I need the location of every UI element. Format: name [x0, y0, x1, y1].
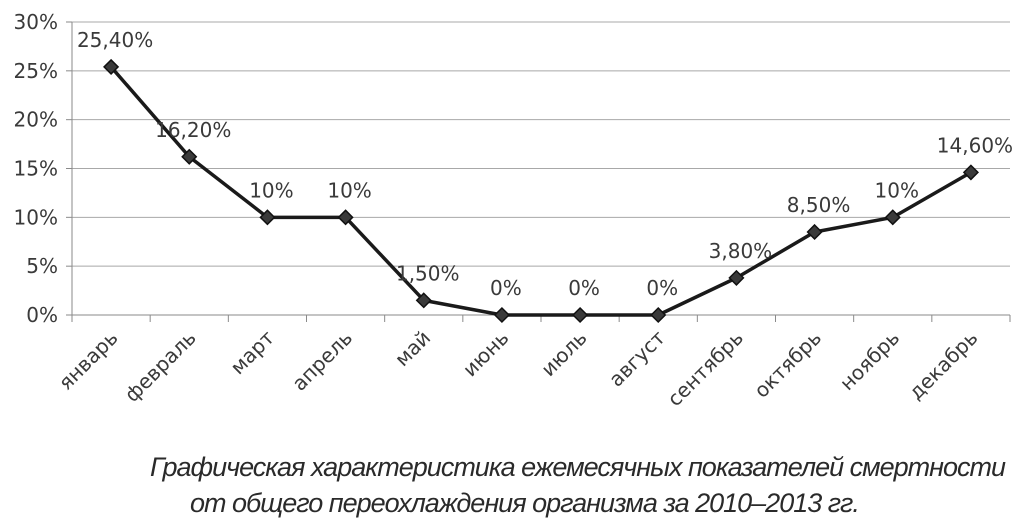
data-label: 10%: [327, 178, 371, 202]
data-point: [728, 269, 745, 286]
data-label: 0%: [646, 276, 678, 300]
y-tick-label: 25%: [14, 59, 58, 83]
y-tick-label: 10%: [14, 205, 58, 229]
data-point: [572, 306, 589, 324]
y-tick-label: 5%: [26, 254, 58, 278]
x-tick-label: февраль: [120, 326, 201, 407]
gridlines: [72, 21, 1010, 267]
x-tick-label: декабрь: [904, 326, 983, 405]
data-point: [806, 223, 823, 241]
data-labels: 25,40% 16,20% 10% 10% 1,50% 0% 0% 0% 3,80% 8,50% 1…: [77, 28, 1013, 300]
series-line: [109, 65, 972, 317]
x-tick-label: май: [390, 326, 435, 371]
series-polyline: [109, 65, 972, 317]
data-point: [337, 209, 354, 226]
data-point: [259, 209, 276, 226]
x-tick-label: август: [604, 325, 670, 391]
data-label: 14,60%: [937, 133, 1013, 157]
x-tick-label: январь: [54, 326, 123, 395]
data-point: [493, 306, 510, 324]
data-label: 3,80%: [709, 239, 773, 263]
y-axis-ticks: 0% 5% 10% 15% 20% 25% 30%: [14, 10, 58, 327]
data-label: 10%: [249, 178, 293, 202]
data-label: 10%: [875, 178, 919, 202]
data-point: [962, 164, 979, 181]
data-label: 25,40%: [77, 28, 153, 52]
x-tick-label: март: [225, 325, 279, 379]
data-label: 8,50%: [787, 193, 851, 217]
x-tick-label: апрель: [287, 326, 357, 396]
x-tick-label: октябрь: [749, 326, 826, 403]
caption-line-2: от общего переохлаждения организма за 20…: [190, 488, 860, 518]
y-tick-label: 15%: [14, 157, 58, 181]
data-label: 0%: [490, 276, 522, 300]
data-label: 16,20%: [155, 118, 231, 142]
x-tick-label: июль: [536, 326, 591, 381]
y-tick-label: 20%: [14, 108, 58, 132]
x-tick-label: июнь: [458, 326, 514, 382]
data-point: [415, 292, 432, 309]
data-label: 0%: [568, 276, 600, 300]
y-tick-label: 30%: [14, 10, 58, 34]
data-point: [884, 209, 901, 226]
data-point: [103, 58, 120, 75]
data-label: 1,50%: [396, 261, 460, 285]
x-tick-label: сентябрь: [662, 326, 747, 411]
data-point: [650, 306, 667, 324]
data-point: [181, 148, 198, 165]
caption-line-1: Графическая характеристика ежемесячных п…: [150, 452, 1006, 482]
y-tick-label: 0%: [26, 303, 58, 327]
x-tick-label: ноябрь: [835, 326, 904, 395]
data-markers: [103, 58, 979, 324]
